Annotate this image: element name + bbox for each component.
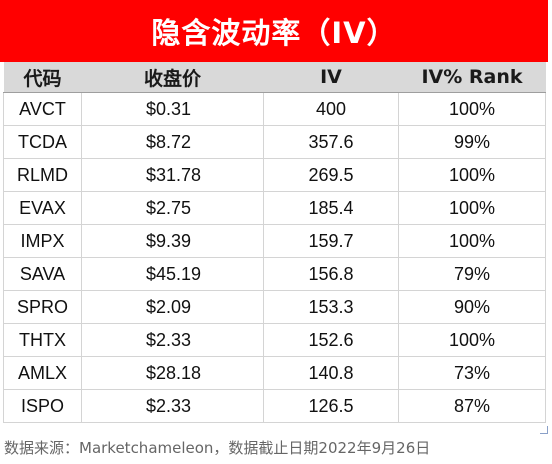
cell-iv-rank[interactable]: 100%	[398, 224, 546, 258]
table-row: AMLX $28.18 140.8 73%	[3, 356, 546, 390]
cell-iv[interactable]: 400	[263, 92, 399, 126]
cell-price[interactable]: $0.31	[81, 92, 264, 126]
header-iv-rank: IV% Rank	[398, 62, 546, 93]
cell-iv-rank[interactable]: 100%	[398, 92, 546, 126]
cell-price[interactable]: $31.78	[81, 158, 264, 192]
source-note: 数据来源：Marketchameleon，数据截止日期2022年9月26日	[4, 439, 431, 457]
header-iv: IV	[263, 62, 399, 93]
cell-iv[interactable]: 152.6	[263, 323, 399, 357]
cell-iv-rank[interactable]: 99%	[398, 125, 546, 159]
cell-price[interactable]: $2.33	[81, 323, 264, 357]
cell-code[interactable]: THTX	[3, 323, 82, 357]
cell-code[interactable]: SPRO	[3, 290, 82, 324]
cell-price[interactable]: $9.39	[81, 224, 264, 258]
fill-handle-corner[interactable]	[540, 426, 548, 434]
table-row: IMPX $9.39 159.7 100%	[3, 224, 546, 258]
cell-code[interactable]: SAVA	[3, 257, 82, 291]
cell-iv[interactable]: 126.5	[263, 389, 399, 423]
cell-code[interactable]: ISPO	[3, 389, 82, 423]
header-code: 代码	[3, 62, 82, 93]
table-row: SPRO $2.09 153.3 90%	[3, 290, 546, 324]
table-row: AVCT $0.31 400 100%	[3, 92, 546, 126]
table-row: RLMD $31.78 269.5 100%	[3, 158, 546, 192]
cell-code[interactable]: RLMD	[3, 158, 82, 192]
cell-price[interactable]: $8.72	[81, 125, 264, 159]
cell-iv[interactable]: 156.8	[263, 257, 399, 291]
cell-code[interactable]: TCDA	[3, 125, 82, 159]
cell-iv[interactable]: 357.6	[263, 125, 399, 159]
cell-code[interactable]: AMLX	[3, 356, 82, 390]
cell-price[interactable]: $2.09	[81, 290, 264, 324]
cell-price[interactable]: $2.33	[81, 389, 264, 423]
cell-price[interactable]: $2.75	[81, 191, 264, 225]
cell-iv-rank[interactable]: 79%	[398, 257, 546, 291]
cell-code[interactable]: IMPX	[3, 224, 82, 258]
cell-iv-rank[interactable]: 87%	[398, 389, 546, 423]
cell-iv-rank[interactable]: 100%	[398, 158, 546, 192]
cell-iv[interactable]: 269.5	[263, 158, 399, 192]
table-title: 隐含波动率（IV）	[151, 16, 397, 50]
table-row: TCDA $8.72 357.6 99%	[3, 125, 546, 159]
header-close-price: 收盘价	[81, 62, 264, 93]
cell-iv-rank[interactable]: 100%	[398, 191, 546, 225]
cell-price[interactable]: $45.19	[81, 257, 264, 291]
cell-iv[interactable]: 153.3	[263, 290, 399, 324]
iv-table: 代码 收盘价 IV IV% Rank AVCT $0.31 400 100% T…	[3, 62, 546, 423]
cell-code[interactable]: EVAX	[3, 191, 82, 225]
table-row: THTX $2.33 152.6 100%	[3, 323, 546, 357]
cell-price[interactable]: $28.18	[81, 356, 264, 390]
cell-iv-rank[interactable]: 73%	[398, 356, 546, 390]
cell-code[interactable]: AVCT	[3, 92, 82, 126]
cell-iv[interactable]: 159.7	[263, 224, 399, 258]
cell-iv[interactable]: 140.8	[263, 356, 399, 390]
table-row: SAVA $45.19 156.8 79%	[3, 257, 546, 291]
header-row: 代码 收盘价 IV IV% Rank	[3, 62, 546, 93]
cell-iv-rank[interactable]: 90%	[398, 290, 546, 324]
cell-iv-rank[interactable]: 100%	[398, 323, 546, 357]
cell-iv[interactable]: 185.4	[263, 191, 399, 225]
title-banner: 隐含波动率（IV）	[0, 0, 548, 62]
table-row: ISPO $2.33 126.5 87%	[3, 389, 546, 423]
table-row: EVAX $2.75 185.4 100%	[3, 191, 546, 225]
